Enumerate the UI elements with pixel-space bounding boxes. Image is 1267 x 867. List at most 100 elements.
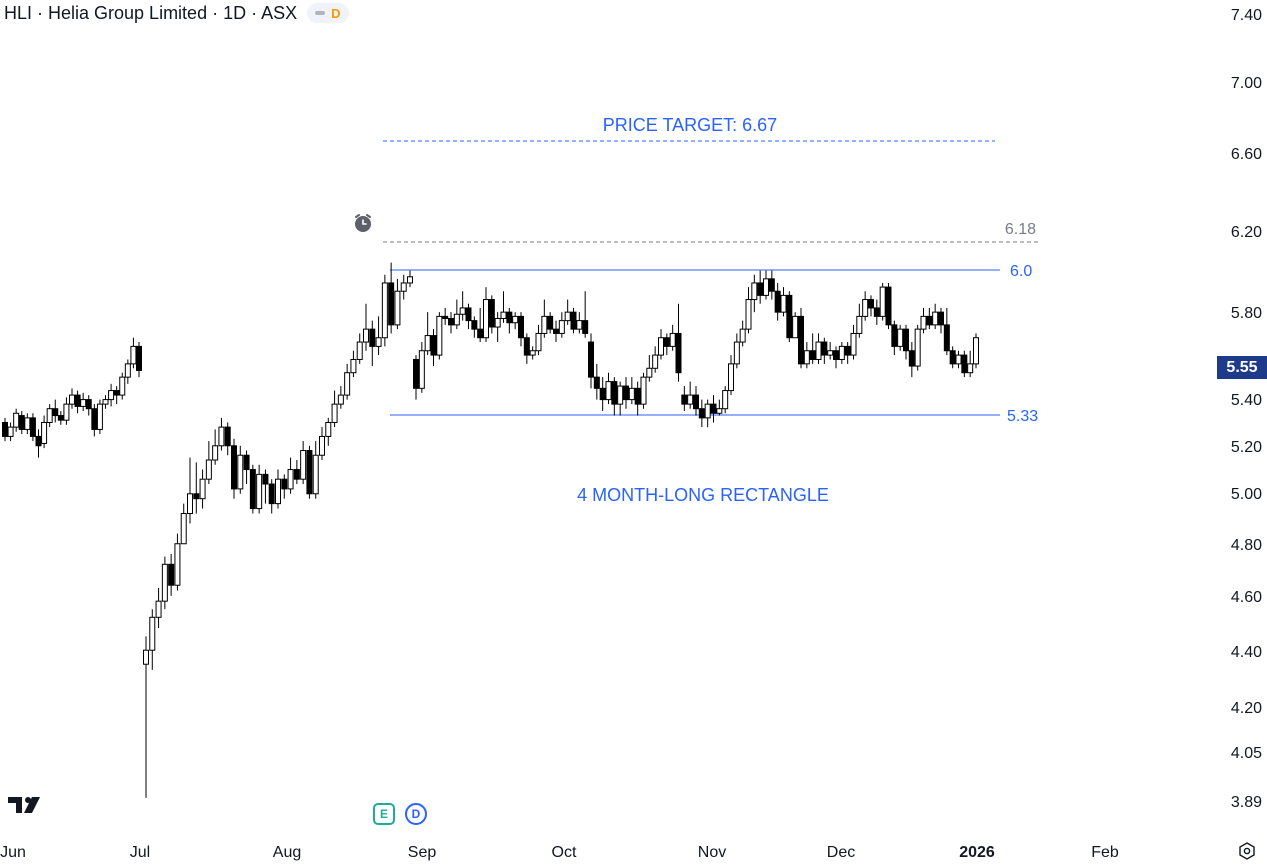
candle[interactable] <box>319 427 325 460</box>
candle[interactable] <box>856 303 863 338</box>
symbol-title[interactable]: HLI · Helia Group Limited · 1D · ASX <box>4 2 298 23</box>
candle[interactable] <box>275 469 281 509</box>
candle[interactable] <box>500 291 507 323</box>
candle[interactable] <box>757 270 764 304</box>
candle[interactable] <box>268 479 275 514</box>
candle[interactable] <box>693 386 699 416</box>
candle[interactable] <box>821 337 828 364</box>
candle[interactable] <box>155 587 162 629</box>
candle[interactable] <box>774 282 781 321</box>
candle[interactable] <box>541 299 548 338</box>
candle[interactable] <box>908 342 915 378</box>
candle[interactable] <box>363 303 369 351</box>
candle[interactable] <box>124 359 131 384</box>
candle[interactable] <box>381 274 388 347</box>
gear-icon[interactable] <box>1237 841 1257 861</box>
candle[interactable] <box>394 278 401 330</box>
candle[interactable] <box>143 636 149 798</box>
candle[interactable] <box>41 415 48 449</box>
candle[interactable] <box>564 299 571 325</box>
candle[interactable] <box>973 333 979 369</box>
candle[interactable] <box>237 445 244 494</box>
candle[interactable] <box>287 457 294 494</box>
candle[interactable] <box>733 333 740 369</box>
candle[interactable] <box>628 377 635 405</box>
candle[interactable] <box>199 469 206 509</box>
candle[interactable] <box>949 346 956 369</box>
candle[interactable] <box>728 355 734 396</box>
candle[interactable] <box>407 270 413 288</box>
candle[interactable] <box>69 388 75 409</box>
candle[interactable] <box>356 333 363 364</box>
market-status-pill[interactable]: D <box>307 3 349 23</box>
candle[interactable] <box>102 395 109 409</box>
candle[interactable] <box>113 386 120 405</box>
candle[interactable] <box>687 381 694 409</box>
candle[interactable] <box>897 324 904 351</box>
candle[interactable] <box>24 413 31 435</box>
candle[interactable] <box>786 291 793 343</box>
candle[interactable] <box>442 307 449 325</box>
candle[interactable] <box>518 312 524 347</box>
candle[interactable] <box>212 429 219 465</box>
candle[interactable] <box>249 464 256 514</box>
candle[interactable] <box>593 363 600 400</box>
candle[interactable] <box>885 282 892 330</box>
candle[interactable] <box>149 609 156 670</box>
candle[interactable] <box>833 346 839 369</box>
candle[interactable] <box>698 399 705 428</box>
candle[interactable] <box>681 386 688 411</box>
candle[interactable] <box>262 469 269 504</box>
candle[interactable] <box>243 450 250 485</box>
candle[interactable] <box>57 410 64 425</box>
candle[interactable] <box>306 445 313 499</box>
candle[interactable] <box>174 533 181 591</box>
candle[interactable] <box>96 399 103 435</box>
candle[interactable] <box>955 350 962 369</box>
candle[interactable] <box>459 291 466 321</box>
candle[interactable] <box>344 363 351 400</box>
candle[interactable] <box>35 429 42 458</box>
candle[interactable] <box>798 307 804 369</box>
candle[interactable] <box>205 441 212 485</box>
candle[interactable] <box>751 274 758 313</box>
candle[interactable] <box>130 337 137 369</box>
candle[interactable] <box>669 324 676 351</box>
candle[interactable] <box>809 333 816 364</box>
candle[interactable] <box>369 320 376 367</box>
earnings-badge[interactable]: E <box>373 803 395 825</box>
candle[interactable] <box>193 462 200 514</box>
candle[interactable] <box>18 410 25 435</box>
candle[interactable] <box>300 441 307 485</box>
candle[interactable] <box>29 413 36 442</box>
candle[interactable] <box>231 438 237 499</box>
candle[interactable] <box>350 350 357 378</box>
candle[interactable] <box>967 350 974 378</box>
candle[interactable] <box>558 312 565 338</box>
candle[interactable] <box>506 307 513 334</box>
candle[interactable] <box>710 395 717 423</box>
candle[interactable] <box>529 346 536 360</box>
candle[interactable] <box>91 404 98 437</box>
candle[interactable] <box>448 312 454 334</box>
candle[interactable] <box>418 342 425 393</box>
candle[interactable] <box>2 417 8 442</box>
candle[interactable] <box>582 291 589 338</box>
candle[interactable] <box>13 408 20 432</box>
candle[interactable] <box>325 417 332 446</box>
candle[interactable] <box>803 342 810 369</box>
candle[interactable] <box>576 312 583 334</box>
candle[interactable] <box>180 503 187 545</box>
candle[interactable] <box>605 372 612 405</box>
candle[interactable] <box>477 307 484 343</box>
candle[interactable] <box>494 312 501 343</box>
candle[interactable] <box>640 372 647 409</box>
candle[interactable] <box>512 312 519 330</box>
candle[interactable] <box>483 287 489 343</box>
candle[interactable] <box>932 303 939 330</box>
candle[interactable] <box>780 287 787 317</box>
candle[interactable] <box>108 383 115 407</box>
candle[interactable] <box>623 377 629 409</box>
candle[interactable] <box>903 324 909 360</box>
